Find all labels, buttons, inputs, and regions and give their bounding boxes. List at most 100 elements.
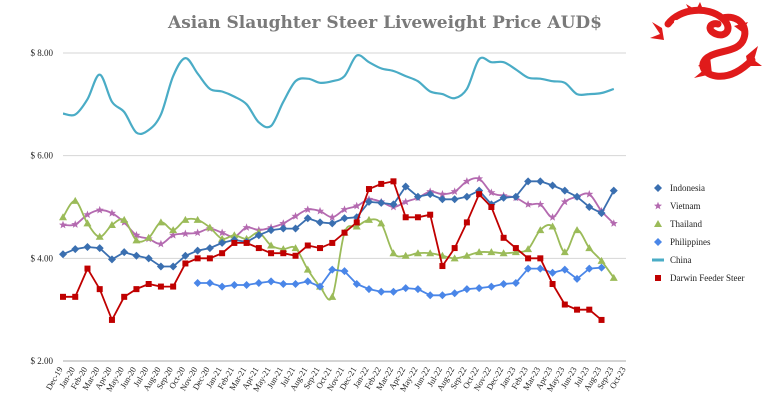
data-point [219,250,226,257]
data-point [450,289,459,298]
data-point [462,251,471,259]
data-point [573,226,582,234]
data-point [279,224,288,233]
data-point [525,255,532,262]
data-point [193,228,202,237]
data-point [279,219,288,227]
data-point [303,214,312,223]
data-point [268,250,275,257]
data-point [303,265,312,273]
data-point [280,250,287,257]
data-point [450,195,459,204]
data-point [291,224,300,233]
series-line-thailand [62,199,615,301]
data-point [84,265,91,272]
data-point [389,287,398,296]
data-point [585,244,594,252]
data-point [450,254,459,262]
data-point [145,281,152,287]
data-point [329,239,336,246]
data-point [548,222,557,230]
data-point [108,316,115,323]
data-point [438,195,447,204]
data-point [413,192,422,201]
legend-label: Darwin Feeder Steer [670,273,744,283]
series-china [62,54,615,135]
data-point [389,249,398,257]
data-point [328,265,337,274]
data-point [511,278,520,287]
data-point [585,190,594,198]
data-point [120,215,129,223]
legend-item-philippines: Philippines [654,237,711,247]
data-point [511,192,520,201]
data-point [218,238,227,247]
data-point [156,262,165,271]
data-point [242,223,251,231]
data-point [511,248,520,256]
data-point [96,286,103,293]
data-point [560,265,569,274]
data-point [561,301,568,308]
legend-item-darwin-feeder-steer: Darwin Feeder Steer [655,273,744,283]
data-point [475,284,484,293]
y-tick-label: $ 4.00 [31,253,54,263]
data-point [317,245,324,252]
x-axis: Dec-19Jan-20Feb-20Mar-20Apr-20May-20Jun-… [44,360,628,393]
data-point [230,231,239,239]
data-point [364,285,373,294]
data-point [156,239,165,248]
data-point [255,245,262,252]
data-point [476,191,483,198]
data-point [597,209,606,218]
data-point [597,256,606,264]
data-point [548,181,557,190]
data-point [291,212,300,220]
data-point [352,280,361,288]
data-point [328,219,337,228]
data-point [414,214,421,221]
data-point [487,248,496,256]
data-point [560,186,569,195]
plot-area [59,54,618,323]
data-point [169,231,178,239]
data-point [597,263,606,272]
data-point [144,254,153,263]
data-point [390,178,397,185]
data-point [499,249,508,257]
data-point [487,188,496,196]
data-point [401,197,410,206]
data-point [316,282,325,291]
series-philippines [193,263,606,300]
data-point [378,180,385,187]
data-point [303,205,312,213]
data-point [499,280,508,288]
data-point [439,263,446,270]
data-point [157,283,164,290]
series-line-philippines [197,266,602,297]
data-point [254,231,263,240]
data-point [181,229,190,238]
data-point [133,286,140,293]
data-point [83,219,92,227]
data-point [462,177,471,185]
data-point [193,278,202,287]
data-point [218,282,227,291]
data-point [585,203,594,211]
data-point [573,274,582,283]
data-point [524,245,533,253]
data-point [59,213,67,221]
data-point [218,234,227,242]
data-point [524,177,533,186]
data-point [316,218,325,227]
data-point [426,291,435,300]
data-point [231,239,238,246]
data-point [524,200,533,208]
legend-swatch [655,275,661,281]
data-point [426,190,435,199]
data-point [402,214,409,221]
data-point [413,249,422,257]
data-point [182,260,189,267]
data-point [536,226,545,234]
data-point [560,248,569,256]
